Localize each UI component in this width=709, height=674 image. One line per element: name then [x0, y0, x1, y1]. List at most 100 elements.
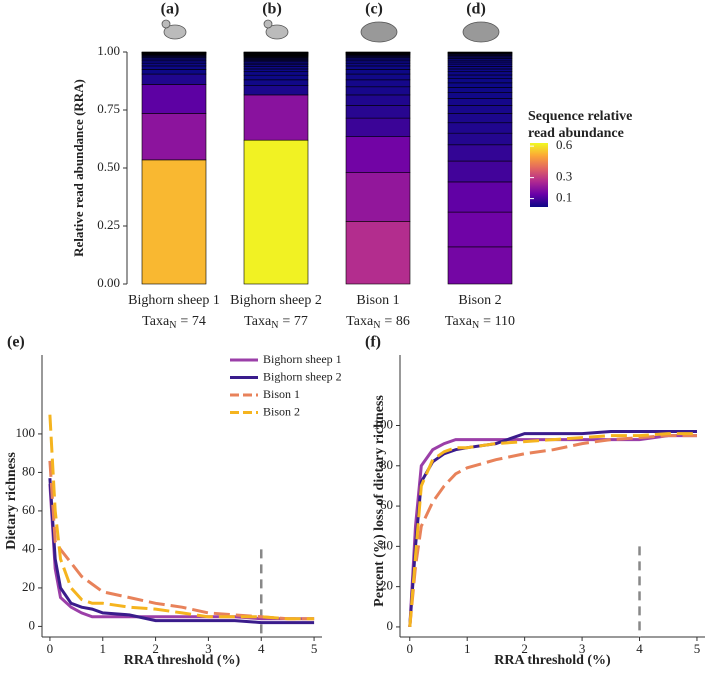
y-tick-label: 100 — [16, 425, 36, 440]
panel-label: (b) — [262, 1, 282, 18]
bar-segment — [345, 65, 411, 70]
animal-icons — [161, 19, 500, 43]
y-tick-label: 0.75 — [97, 101, 120, 116]
y-tick-label: 80 — [22, 463, 35, 478]
bar-segment — [345, 79, 411, 88]
series-line — [48, 414, 315, 621]
panel-label: (a) — [161, 1, 180, 18]
x-tick-label: 5 — [311, 641, 318, 656]
bar-segment — [345, 172, 411, 222]
sheep-head — [161, 19, 171, 29]
bar-segment — [141, 113, 207, 161]
panel-label: (d) — [466, 1, 486, 18]
y-tick-label: 1.00 — [97, 43, 120, 58]
taxa-text: Taxa — [346, 314, 374, 329]
bar-segment — [243, 139, 309, 285]
taxa-count: = 74 — [180, 314, 205, 329]
bar-segment — [447, 113, 513, 124]
bar-segment — [447, 211, 513, 248]
taxa-sub: N — [271, 320, 278, 331]
bar-segment — [345, 86, 411, 96]
bison-icon — [462, 21, 500, 43]
bar-segment — [345, 73, 411, 81]
taxa-count: = 77 — [282, 314, 307, 329]
bar-segment — [447, 61, 513, 65]
series-line — [408, 434, 697, 627]
x-tick-label: 2 — [152, 641, 159, 656]
panel-label: (f) — [365, 334, 381, 351]
x-tick-label: 1 — [464, 641, 471, 656]
bar-segment — [243, 85, 309, 96]
y-axis-title: Relative read abundance (RRA) — [71, 79, 86, 257]
bar-segment — [141, 62, 207, 67]
x-tick-label: 3 — [579, 641, 586, 656]
bar-segment — [141, 69, 207, 75]
bar-segment — [447, 160, 513, 183]
bar-segment — [243, 74, 309, 81]
bar-segment — [345, 62, 411, 67]
bar-segment — [243, 68, 309, 73]
taxa-text: Taxa — [142, 314, 170, 329]
sheep-head — [263, 19, 273, 29]
bar-segment — [447, 122, 513, 134]
y-tick-label: 0 — [29, 617, 36, 632]
series-line — [48, 460, 315, 621]
x-tick-label: 5 — [694, 641, 701, 656]
series-line — [48, 478, 315, 625]
taxa-label: TaxaN = 77 — [244, 314, 308, 331]
bar-segment — [345, 60, 411, 64]
bar-segment — [141, 60, 207, 64]
y-tick-label: 0.00 — [97, 275, 120, 290]
bar-segment — [345, 69, 411, 75]
y-tick-label: 60 — [22, 502, 35, 517]
bar-segment — [345, 136, 411, 173]
taxa-sub: N — [472, 320, 479, 331]
sheep-icon — [265, 24, 289, 40]
bar-segment — [447, 71, 513, 76]
series-line — [408, 430, 697, 628]
taxa-label: TaxaN = 86 — [346, 314, 410, 331]
legend-title: read abundance — [528, 126, 624, 141]
y-tick-label: 20 — [22, 579, 35, 594]
bar-segment — [447, 132, 513, 146]
taxa-text: Taxa — [244, 314, 272, 329]
x-tick-label: Bighorn sheep 2 — [230, 293, 322, 308]
color-tick-label: 0.6 — [556, 137, 573, 152]
y-tick-label: 20 — [380, 578, 393, 593]
bar-segment — [243, 66, 309, 70]
taxa-text: Taxa — [445, 314, 473, 329]
bison-icon — [360, 21, 398, 43]
bar-segment — [447, 78, 513, 84]
y-tick-label: 100 — [374, 416, 394, 431]
y-tick-label: 40 — [380, 537, 393, 552]
legend-title: Sequence relative — [528, 109, 632, 124]
bar-segment — [447, 144, 513, 162]
bar-segment — [447, 246, 513, 285]
bar-segment — [243, 94, 309, 141]
x-tick-label: Bison 1 — [356, 293, 399, 308]
legend-label: Bison 1 — [263, 387, 300, 401]
y-tick-label: 80 — [380, 457, 393, 472]
x-tick-label: 0 — [407, 641, 414, 656]
sheep-icon — [163, 24, 187, 40]
panel-label: (e) — [7, 334, 25, 351]
taxa-label: TaxaN = 110 — [445, 314, 515, 331]
bar-segment — [447, 181, 513, 213]
taxa-sub: N — [169, 320, 176, 331]
bar-segment — [447, 74, 513, 79]
bar-segment — [141, 73, 207, 85]
x-tick-label: 4 — [636, 641, 643, 656]
bar-segment — [345, 221, 411, 285]
panel-label: (c) — [365, 1, 383, 18]
taxa-sub: N — [373, 320, 380, 331]
bar-segment — [447, 66, 513, 70]
y-axis-title: Percent (%) loss of dietary richness — [372, 395, 387, 607]
taxa-count: = 86 — [384, 314, 409, 329]
y-tick-label: 40 — [22, 540, 35, 555]
x-tick-label: Bighorn sheep 1 — [128, 293, 220, 308]
bar-segment — [447, 68, 513, 73]
series-line — [48, 483, 315, 621]
bar-segment — [243, 79, 309, 86]
y-axis-title: Dietary richness — [4, 452, 19, 550]
